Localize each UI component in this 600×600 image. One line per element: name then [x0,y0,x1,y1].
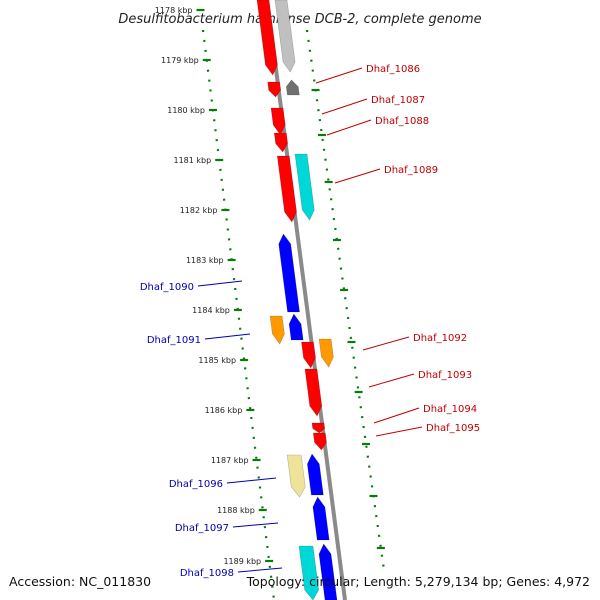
accession-text: Accession: NC_011830 [9,574,151,589]
kbp-tick-label: 1187 kbp [211,456,249,465]
label-leader-line [315,67,363,84]
gene-label-dhaf-1096[interactable]: Dhaf_1096 [169,479,223,490]
gene-arrow-khaki[interactable] [286,454,306,498]
genome-backbone [265,0,347,600]
kbp-tick-label: 1188 kbp [217,506,255,515]
gene-arrow-red[interactable] [256,0,278,76]
gene-arrow-blue[interactable] [278,233,300,313]
kbp-ticks: 1178 kbp 1179 kbp 1180 kbp 1181 kbp 1182 kbp… [155,6,385,566]
kbp-tick-label: 1184 kbp [192,306,230,315]
gene-arrow-red[interactable] [273,132,288,153]
gene-arrow-red[interactable] [267,81,282,98]
kbp-tick-label: 1180 kbp [167,106,205,115]
label-leader-line [237,567,283,573]
kbp-tick-label: 1185 kbp [198,356,236,365]
gene-label-dhaf-1091[interactable]: Dhaf_1091 [147,335,201,346]
gene-label-dhaf-1098[interactable]: Dhaf_1098 [180,568,234,579]
gene-label-dhaf-1086[interactable]: Dhaf_1086 [366,64,420,75]
gene-arrow-blue[interactable] [307,453,324,496]
gene-arrow-blue[interactable] [288,313,304,341]
gene-label-dhaf-1095[interactable]: Dhaf_1095 [426,423,480,434]
gene-arrow-red[interactable] [304,368,323,417]
gene-label-dhaf-1092[interactable]: Dhaf_1092 [413,333,467,344]
topology-text: Topology: circular; Length: 5,279,134 bp… [246,574,590,589]
kbp-tick-label: 1189 kbp [223,557,261,566]
map-title: Desulfitobacterium hafniense DCB-2, comp… [118,12,481,27]
gene-label-dhaf-1088[interactable]: Dhaf_1088 [375,116,429,127]
gene-labels: Dhaf_1086 Dhaf_1087 Dhaf_1088 Dhaf_1089 Dhaf… [140,64,480,579]
label-leader-line [204,333,251,340]
kbp-tick-label: 1186 kbp [205,406,243,415]
label-leader-line [375,426,423,437]
label-leader-line [326,119,372,136]
inner-tick-ring [305,29,386,571]
label-leader-line [197,280,243,287]
kbp-tick-label: 1178 kbp [155,6,193,15]
gene-arrow-red[interactable] [312,432,327,451]
gene-arrow-red[interactable] [301,341,316,369]
label-leader-line [362,336,410,351]
gene-features [256,0,338,600]
gene-arrow-blue[interactable] [318,543,338,600]
kbp-tick-label: 1182 kbp [180,206,218,215]
gene-label-dhaf-1090[interactable]: Dhaf_1090 [140,282,194,293]
kbp-tick-label: 1181 kbp [173,156,211,165]
gene-arrow-cyan[interactable] [294,153,315,221]
gene-arrow-cyan[interactable] [298,545,320,600]
gene-arrow-orange[interactable] [318,338,334,368]
gene-arrow-red[interactable] [311,422,326,434]
gene-label-dhaf-1089[interactable]: Dhaf_1089 [384,165,438,176]
kbp-tick-label: 1179 kbp [161,56,199,65]
label-leader-line [368,373,415,388]
gene-arrow-red[interactable] [276,155,297,223]
gene-label-dhaf-1094[interactable]: Dhaf_1094 [423,404,477,415]
gene-label-dhaf-1093[interactable]: Dhaf_1093 [418,370,472,381]
label-leader-line [373,407,420,424]
gene-label-dhaf-1087[interactable]: Dhaf_1087 [371,95,425,106]
gene-label-dhaf-1097[interactable]: Dhaf_1097 [175,523,229,534]
gene-arrow-gray[interactable] [274,0,296,73]
label-leader-line [334,168,381,184]
label-leader-line [232,522,279,528]
kbp-tick-label: 1183 kbp [186,256,224,265]
gene-arrow-darkgray[interactable] [285,79,300,96]
gene-arrow-red[interactable] [270,107,286,136]
gene-arrow-blue[interactable] [312,496,330,541]
label-leader-line [226,477,277,484]
label-leader-line [321,98,368,115]
gene-arrow-orange[interactable] [269,315,285,345]
